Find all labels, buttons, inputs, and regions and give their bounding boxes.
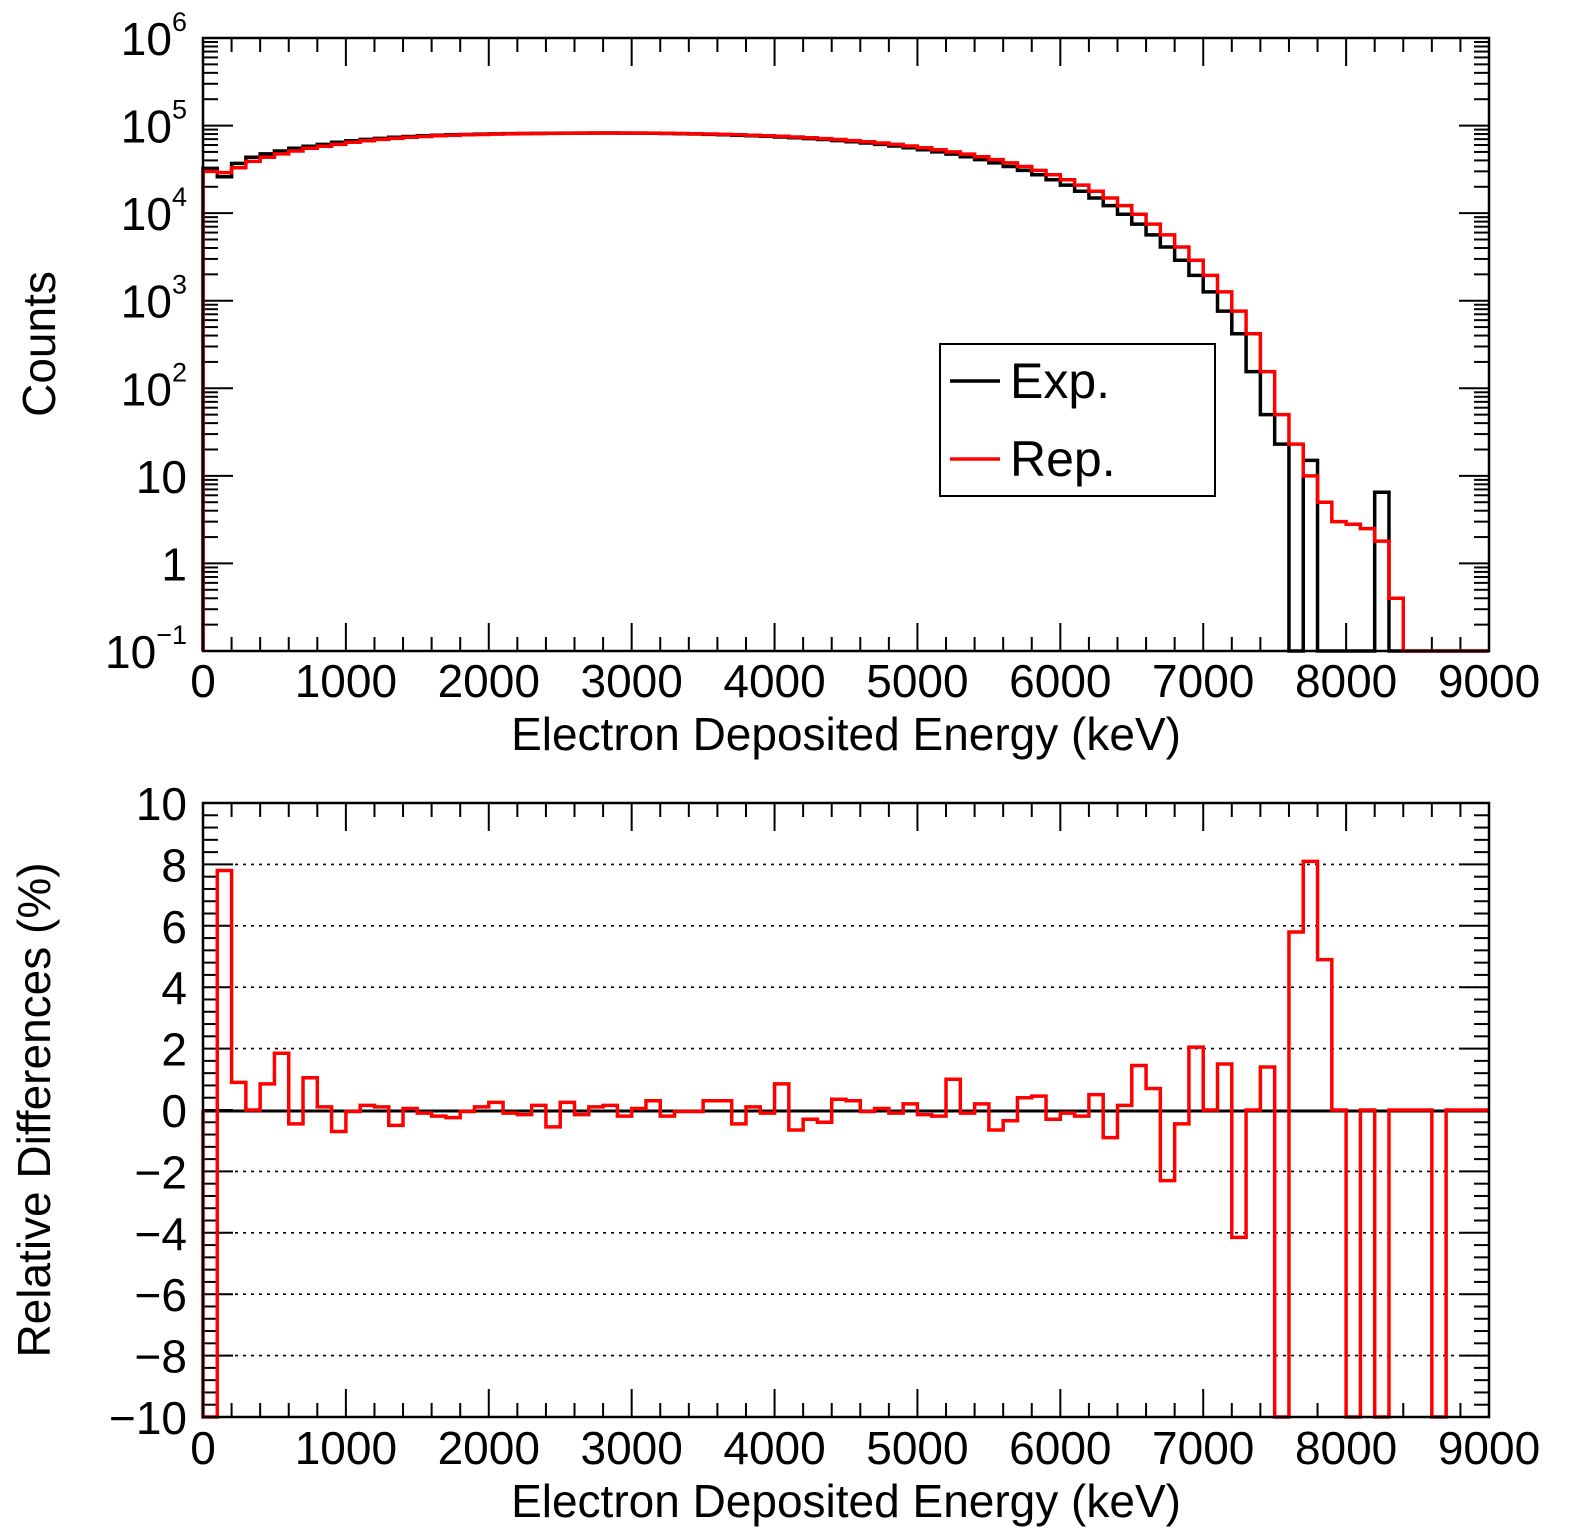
tick-base: 10	[105, 626, 156, 678]
tick-exponent: 4	[172, 182, 187, 212]
top-x-axis-title: Electron Deposited Energy (keV)	[511, 708, 1181, 760]
top-panel: 0 1000 2000 3000 4000 5000 6000 7000 8000 9000 10…	[13, 7, 1540, 760]
top-x-tick-label: 8000	[1295, 655, 1397, 707]
bottom-y-tick-label: −6	[135, 1269, 187, 1321]
bottom-x-tick-label: 2000	[438, 1422, 540, 1474]
bottom-panel: 0 1000 2000 3000 4000 5000 6000 7000 8000 9000 −1…	[8, 778, 1540, 1527]
top-x-tick-label: 9000	[1438, 655, 1540, 707]
top-x-tick-label: 3000	[580, 655, 682, 707]
bottom-y-tick-label: −4	[135, 1208, 187, 1260]
tick-exponent: 5	[172, 95, 187, 125]
top-y-tick-label: 102	[121, 357, 187, 415]
bottom-frame	[201, 801, 1491, 1419]
bottom-plot-area	[201, 859, 1489, 1419]
top-ticks	[202, 37, 1490, 652]
top-x-tick-label: 1000	[295, 655, 397, 707]
top-x-tick-label: 6000	[1009, 655, 1111, 707]
bottom-y-axis-title: Relative Differences (%)	[8, 862, 60, 1357]
top-y-tick-label: 104	[121, 182, 187, 240]
bottom-y-tick-label: −8	[135, 1331, 187, 1383]
bottom-x-tick-label: 9000	[1438, 1422, 1540, 1474]
top-y-axis-title: Counts	[13, 271, 65, 417]
bottom-x-tick-label: 4000	[723, 1422, 825, 1474]
top-y-tick-label: 1	[161, 538, 187, 590]
bottom-y-tick-label: 6	[161, 901, 187, 953]
tick-exponent: 3	[172, 270, 187, 300]
tick-exponent: 2	[172, 357, 187, 387]
bottom-y-tick-label: −2	[135, 1146, 187, 1198]
bottom-x-tick-label: 8000	[1295, 1422, 1397, 1474]
tick-base: 10	[121, 363, 172, 415]
top-x-tick-label: 0	[190, 655, 216, 707]
legend: Exp. Rep.	[939, 343, 1216, 497]
top-y-tick-label: 10−1	[105, 620, 187, 678]
bottom-y-tick-label: 4	[161, 962, 187, 1014]
bottom-x-tick-labels: 0 1000 2000 3000 4000 5000 6000 7000 8000 9000	[190, 1422, 1540, 1474]
top-y-tick-label: 103	[121, 270, 187, 328]
tick-exponent: 6	[172, 7, 187, 37]
top-y-tick-label: 105	[121, 95, 187, 153]
tick-exponent: −1	[156, 620, 187, 650]
legend-box	[939, 343, 1216, 497]
bottom-x-tick-label: 1000	[295, 1422, 397, 1474]
top-plot-area	[201, 131, 1489, 653]
bottom-y-tick-label: 2	[161, 1024, 187, 1076]
tick-base: 10	[121, 188, 172, 240]
bottom-x-tick-label: 6000	[1009, 1422, 1111, 1474]
top-frame	[201, 36, 1491, 653]
bottom-y-tick-label: 8	[161, 839, 187, 891]
bottom-gridlines	[203, 863, 1489, 1357]
top-x-tick-labels: 0 1000 2000 3000 4000 5000 6000 7000 8000 9000	[190, 655, 1540, 707]
bottom-y-tick-label: 0	[161, 1085, 187, 1137]
bottom-x-tick-label: 3000	[580, 1422, 682, 1474]
bottom-x-axis-title: Electron Deposited Energy (keV)	[511, 1475, 1181, 1527]
top-x-tick-label: 4000	[723, 655, 825, 707]
bottom-x-tick-label: 0	[190, 1422, 216, 1474]
bottom-x-tick-label: 5000	[866, 1422, 968, 1474]
top-y-tick-label: 10	[136, 451, 187, 503]
legend-label-exp: Exp.	[1010, 353, 1110, 409]
bottom-y-tick-label: −10	[109, 1392, 187, 1444]
bottom-y-tick-labels: −10 −8 −6 −4 −2 0 2 4 6 8 10	[109, 778, 187, 1444]
top-x-tick-label: 7000	[1152, 655, 1254, 707]
legend-label-rep: Rep.	[1010, 431, 1116, 487]
tick-base: 10	[121, 101, 172, 153]
top-x-tick-label: 5000	[866, 655, 968, 707]
tick-base: 10	[121, 13, 172, 65]
tick-base: 10	[121, 276, 172, 328]
series-line-rep	[201, 131, 1489, 653]
bottom-y-tick-label: 10	[136, 778, 187, 830]
bottom-x-tick-label: 7000	[1152, 1422, 1254, 1474]
series-line-relative-difference	[201, 859, 1489, 1419]
top-y-tick-label: 106	[121, 7, 187, 65]
top-x-tick-label: 2000	[438, 655, 540, 707]
